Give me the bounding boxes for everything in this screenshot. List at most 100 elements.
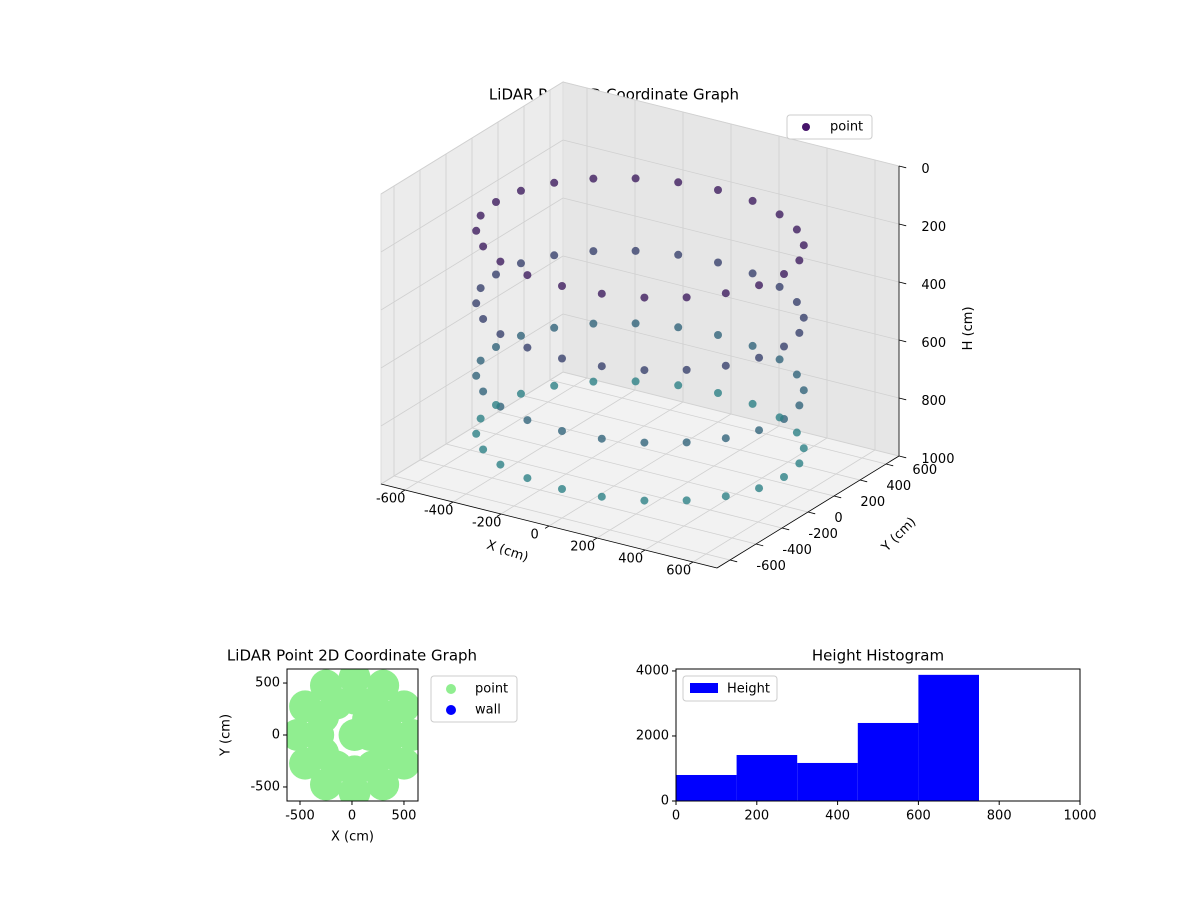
point: [550, 323, 559, 332]
legend-marker: [802, 123, 810, 131]
grid-line: [549, 379, 887, 465]
x-tick-label: 500: [392, 809, 417, 824]
grid-line: [380, 255, 564, 369]
point: [496, 330, 505, 339]
tick-mark: [898, 223, 907, 227]
y-tick-label: 0: [272, 728, 280, 743]
point: [558, 354, 566, 363]
point: [476, 356, 485, 365]
point: [721, 434, 730, 443]
point: [631, 377, 640, 386]
grid-line: [562, 197, 900, 283]
legend-label: Height: [727, 682, 770, 697]
legend-marker: [690, 683, 718, 693]
point: [799, 444, 808, 453]
point: [792, 370, 801, 379]
point: [721, 361, 730, 370]
bar: [736, 754, 798, 801]
x-tick-label: 0: [531, 527, 539, 542]
point: [523, 271, 532, 280]
tick-mark: [496, 513, 502, 517]
point: [640, 496, 649, 505]
y-tick-label: -500: [250, 779, 280, 794]
grid-line: [562, 255, 900, 341]
point: [597, 289, 606, 298]
point: [496, 460, 505, 469]
grid-line: [562, 313, 900, 399]
y-tick-label: 600: [912, 463, 937, 478]
point: [523, 474, 532, 483]
point: [799, 313, 808, 322]
tick-mark: [807, 511, 816, 515]
x-tick-label: 400: [618, 551, 643, 566]
point: [775, 282, 784, 291]
point: [755, 426, 764, 435]
grid-line: [380, 139, 564, 253]
point: [674, 381, 683, 390]
point: [476, 211, 485, 220]
point: [523, 416, 532, 425]
tick-mark: [592, 537, 598, 541]
y-tick-label: 0: [661, 794, 669, 809]
grid-line: [380, 81, 564, 195]
axes-frame: [675, 668, 1081, 802]
point: [674, 250, 683, 259]
point: [631, 174, 640, 183]
tick-mark: [898, 339, 907, 343]
grid-line: [562, 139, 900, 225]
legend-label: point: [830, 120, 863, 135]
point: [597, 362, 606, 371]
z-tick-label: 200: [921, 220, 946, 235]
legend-marker: [446, 684, 456, 694]
x-tick-label: -500: [285, 809, 315, 824]
grid-line: [419, 459, 757, 545]
y-tick-label: 200: [860, 495, 885, 510]
y-tick-label: 2000: [636, 728, 669, 743]
z-tick-label: 800: [921, 394, 946, 409]
z-tick-label: 400: [921, 278, 946, 293]
point: [476, 284, 485, 293]
point: [516, 259, 525, 268]
point: [558, 485, 566, 493]
x-tick-label: -200: [472, 515, 502, 530]
point: [597, 492, 606, 501]
grid-line: [562, 81, 900, 167]
grid-line: [380, 197, 564, 311]
point: [472, 429, 481, 438]
point: [795, 401, 804, 410]
tick-mark: [833, 495, 842, 499]
grid-line: [380, 313, 564, 427]
point: [516, 331, 525, 340]
point: [472, 371, 481, 380]
point: [795, 328, 804, 337]
grid-line: [393, 475, 731, 561]
point: [682, 365, 691, 374]
point: [631, 319, 640, 328]
point: [775, 355, 784, 364]
point: [682, 496, 691, 505]
point: [775, 210, 784, 219]
legend-box: [786, 114, 873, 140]
z-axis-label: H (cm): [961, 306, 976, 350]
bar: [857, 722, 919, 801]
tick-mark: [781, 527, 790, 531]
point: [492, 401, 500, 409]
point: [755, 484, 764, 493]
point: [640, 438, 649, 447]
point: [755, 281, 764, 290]
bar: [918, 674, 979, 801]
point: [550, 381, 559, 390]
point: [795, 256, 804, 265]
x-tick-label: 0: [672, 809, 680, 824]
point: [792, 225, 801, 234]
point: [589, 377, 598, 386]
point: [780, 342, 788, 351]
x-tick-label: 400: [825, 809, 850, 824]
tick-mark: [885, 463, 894, 467]
x-tick-label: 200: [744, 809, 769, 824]
point: [492, 343, 500, 351]
point: [472, 226, 481, 235]
bar: [797, 762, 858, 801]
point: [682, 293, 691, 302]
